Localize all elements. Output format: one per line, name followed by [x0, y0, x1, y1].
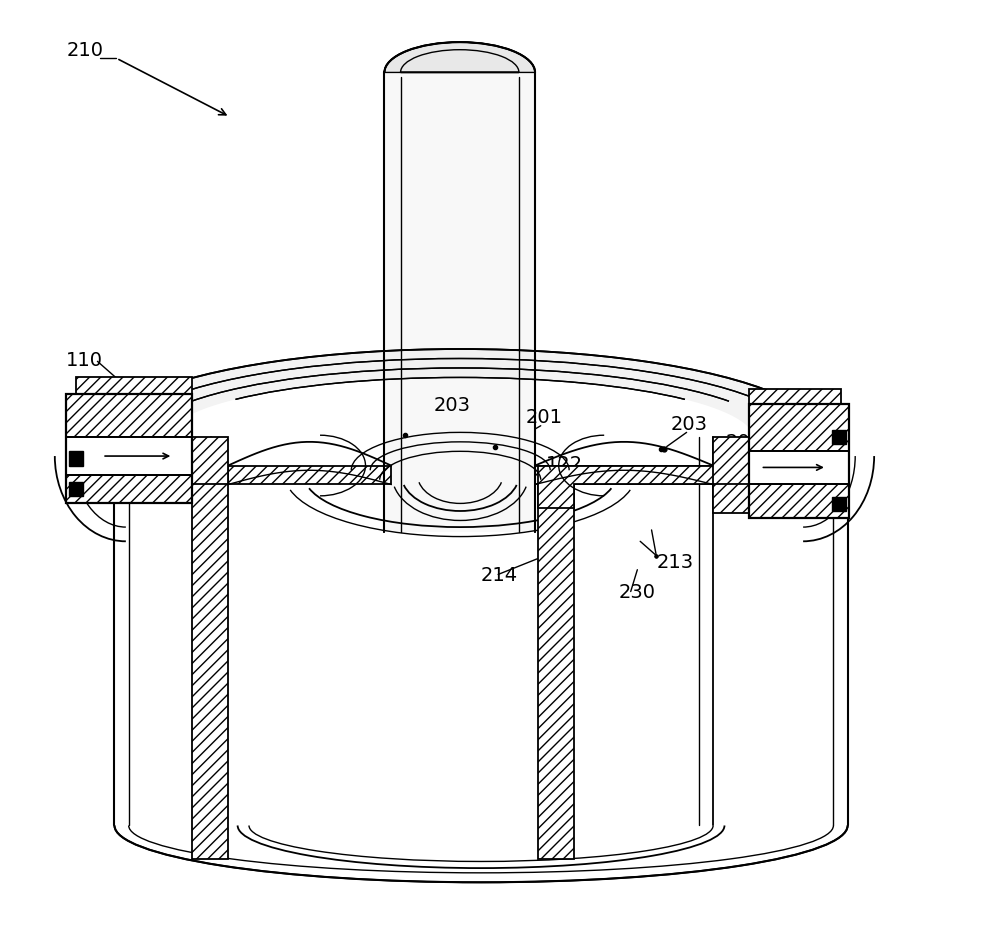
Polygon shape [749, 404, 849, 451]
Text: 214: 214 [481, 566, 518, 585]
Text: 211: 211 [808, 417, 845, 436]
Text: 201: 201 [725, 433, 762, 452]
Polygon shape [114, 466, 192, 484]
Text: 212: 212 [808, 450, 845, 469]
Polygon shape [535, 466, 713, 484]
Polygon shape [66, 475, 192, 504]
Text: 230: 230 [618, 583, 655, 602]
Text: 213: 213 [656, 553, 693, 572]
Bar [749, 404, 849, 518]
Bar [76, 377, 192, 394]
Polygon shape [749, 466, 848, 484]
Bar [832, 497, 846, 511]
Text: 201: 201 [526, 408, 563, 427]
Bar [69, 482, 83, 496]
Polygon shape [538, 466, 749, 513]
Bar [832, 429, 846, 444]
Bar [69, 451, 83, 466]
Polygon shape [192, 437, 228, 484]
Bar [66, 394, 192, 504]
Text: 210: 210 [66, 42, 103, 61]
Polygon shape [538, 470, 574, 859]
Polygon shape [713, 437, 749, 484]
Polygon shape [66, 437, 192, 475]
Polygon shape [99, 349, 821, 430]
Polygon shape [228, 466, 391, 484]
Text: 122: 122 [545, 455, 583, 474]
Bar [749, 389, 841, 404]
Polygon shape [749, 451, 849, 484]
Polygon shape [192, 475, 228, 859]
Polygon shape [66, 394, 192, 437]
Text: 203: 203 [670, 414, 708, 433]
Polygon shape [384, 42, 535, 72]
Polygon shape [384, 72, 535, 532]
Polygon shape [749, 484, 849, 518]
Text: 203: 203 [434, 395, 471, 414]
Text: 110: 110 [66, 352, 103, 370]
